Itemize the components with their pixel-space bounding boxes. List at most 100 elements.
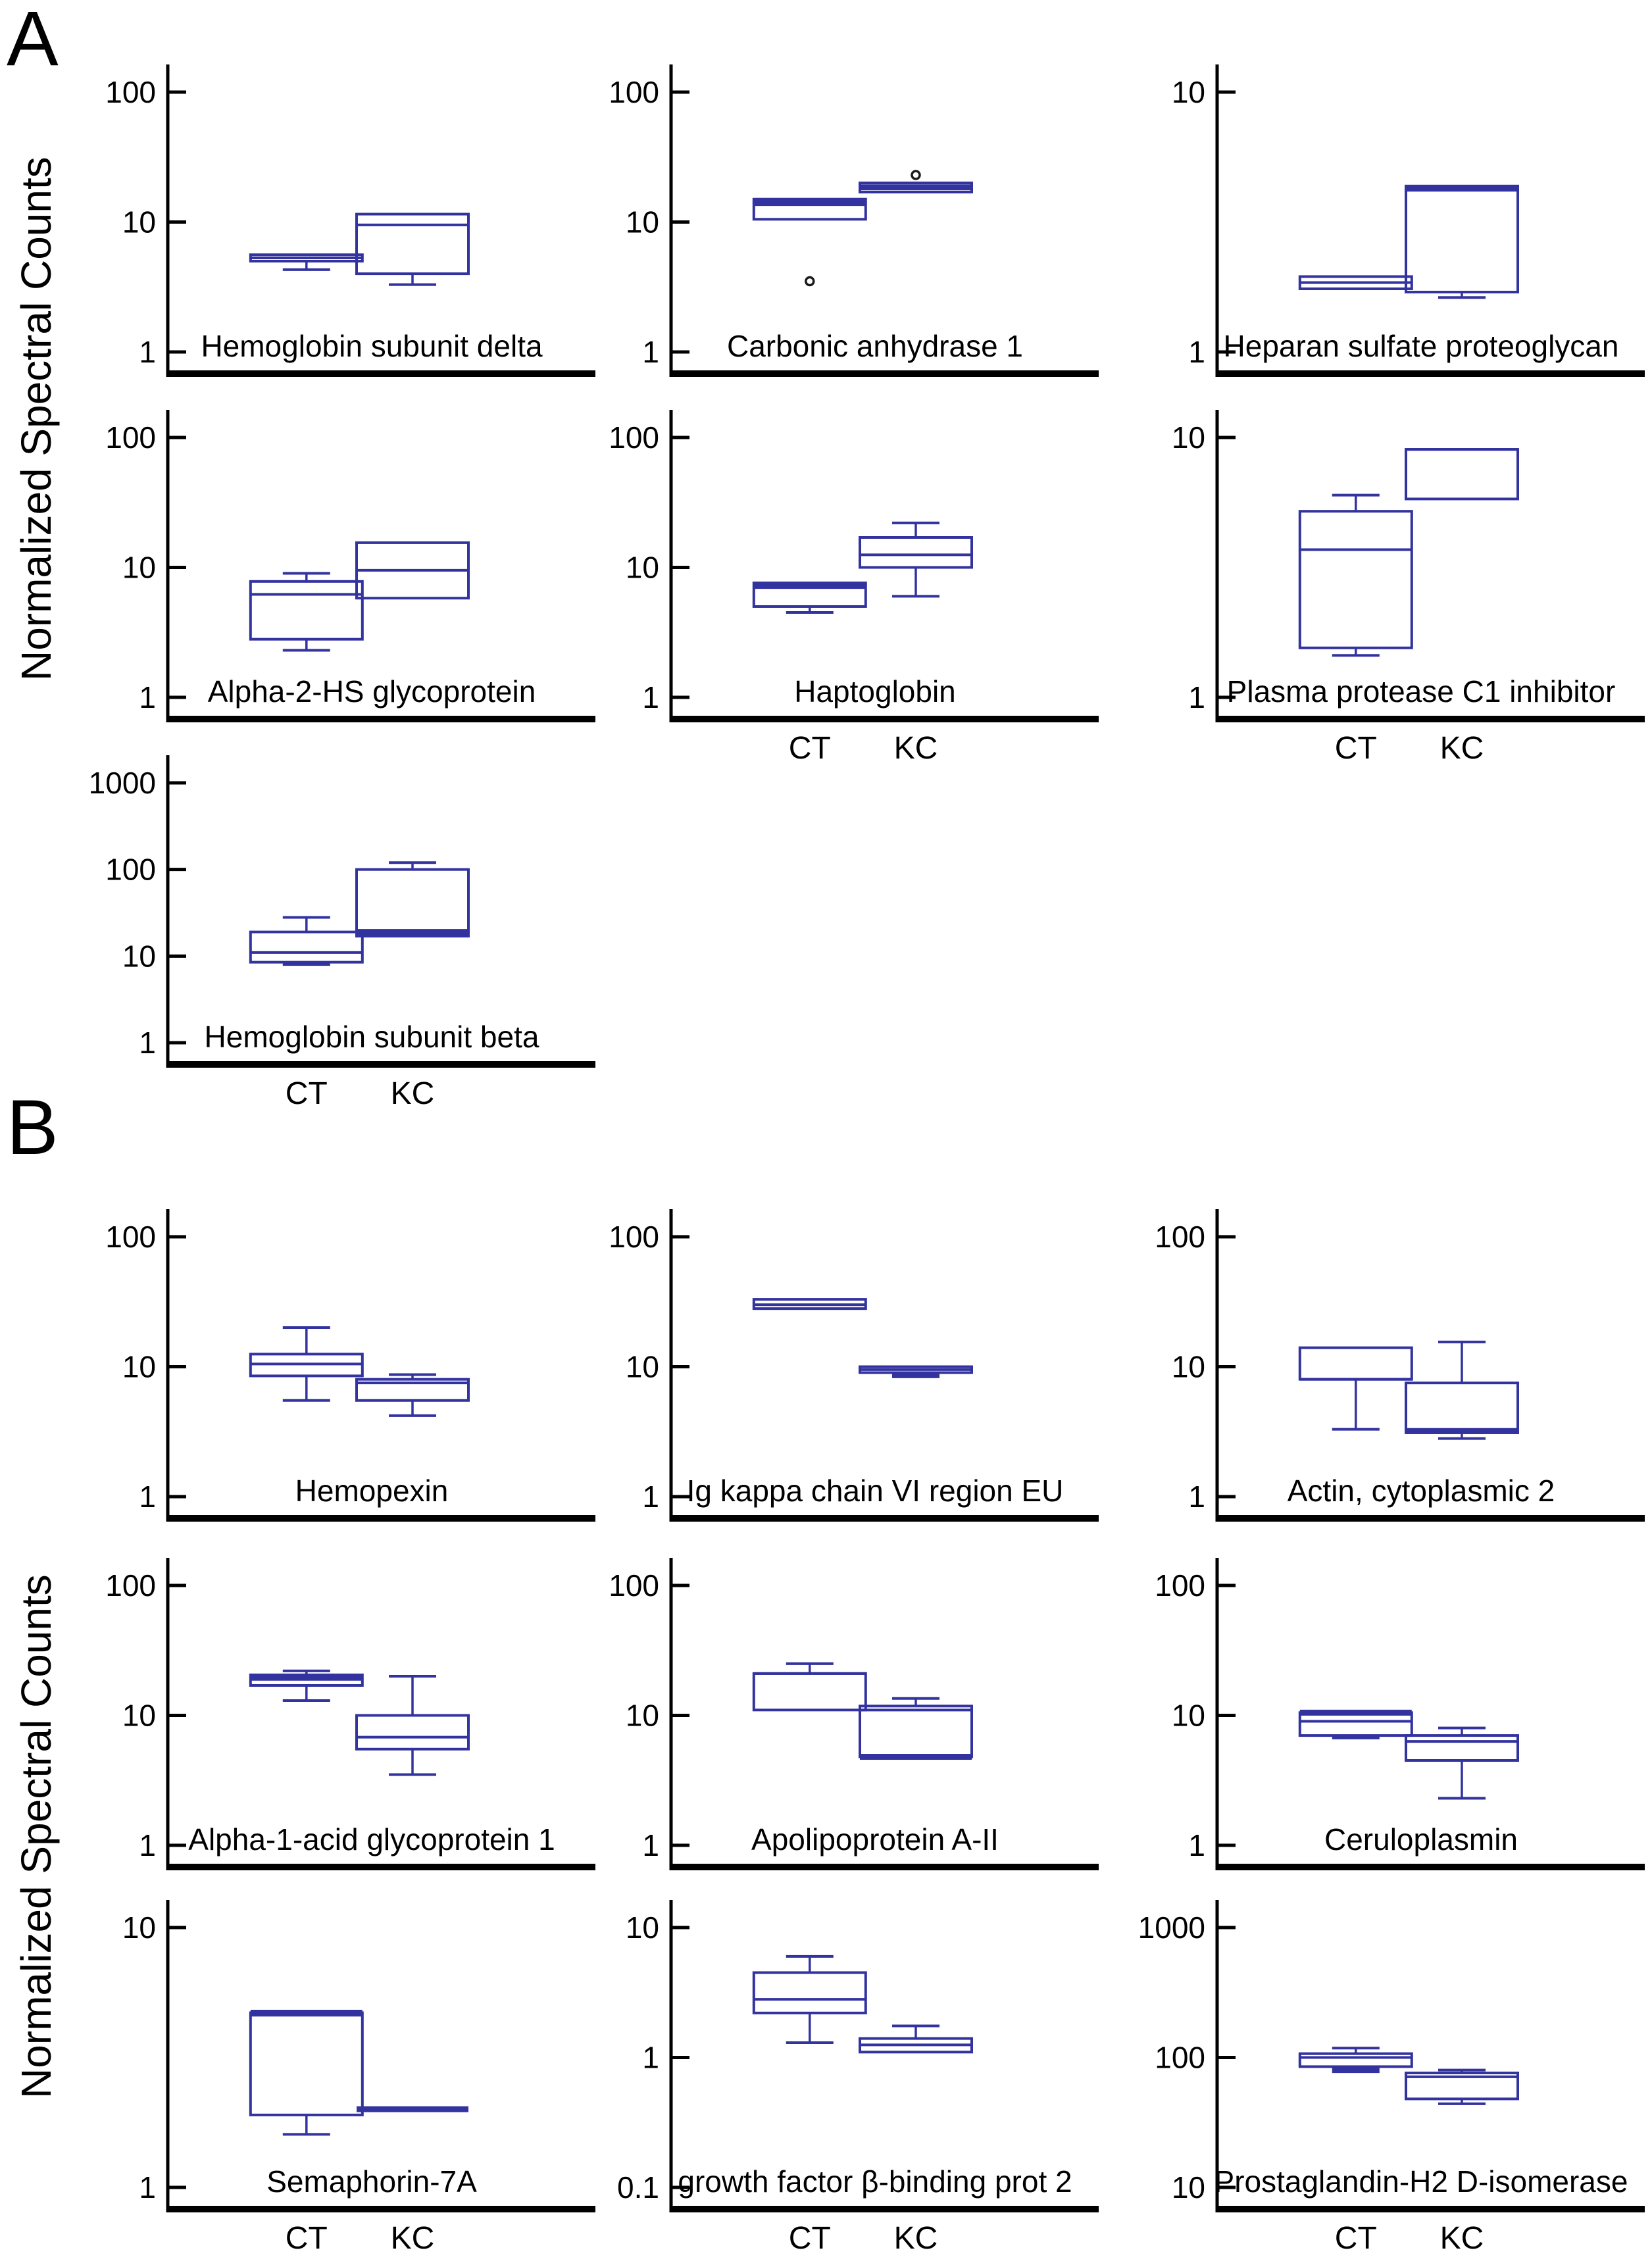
box-rect [249, 580, 364, 641]
box-rect [249, 930, 364, 964]
y-tick-label: 10 [122, 1910, 156, 1945]
subplot-title: Ig kappa chain VI region EU [687, 1474, 1064, 1508]
subplot-title: Plasma protease C1 inhibitor [1227, 674, 1616, 709]
subplot-title: Apolipoprotein A-II [751, 1822, 999, 1856]
subplot-title: Semaphorin-7A [266, 2164, 477, 2199]
box-rect [355, 1714, 470, 1751]
subplot-heparan-sulfate-proteoglycan: 10 1 Heparan sulfate proteoglycan [1105, 59, 1645, 386]
subplot-ig-kappa-chain-vi-region-eu: 100 10 1 Ig kappa chain VI region EU [559, 1204, 1099, 1531]
boxplot-group [1405, 1340, 1519, 1440]
subplot-title: Hemoglobin subunit delta [201, 329, 543, 363]
y-tick-label: 100 [105, 853, 156, 887]
y-tick-label: 10 [122, 1699, 156, 1733]
outlier-point [911, 170, 921, 180]
box-rect [752, 1672, 867, 1712]
subplot-svg-semaphorin-7a: 10 1 Semaphorin-7A CT KC [122, 1900, 595, 2256]
subplot-svg-ceruloplasmin: 100 10 1 Ceruloplasmin [1155, 1558, 1645, 1870]
y-tick-label: 100 [609, 75, 659, 109]
boxplot-group [1298, 275, 1413, 290]
boxplot-group [1405, 184, 1519, 299]
y-tick-label: 1 [139, 335, 156, 369]
y-tick-label: 1 [139, 680, 156, 714]
y-tick-label: 10 [122, 1350, 156, 1384]
boxplot-group [1298, 493, 1413, 657]
y-tick-label: 10 [626, 1910, 659, 1945]
subplot-svg-apolipoprotein-a-ii: 100 10 1 Apolipoprotein A-II [609, 1558, 1099, 1870]
x-group-label-kc: KC [1440, 731, 1484, 766]
box-rect [859, 1705, 973, 1758]
subplot-title: Heparan sulfate proteoglycan [1224, 329, 1619, 363]
subplot-haptoglobin: 100 10 1 Haptoglobin CT KC [559, 405, 1099, 775]
x-group-label-ct: CT [286, 1076, 328, 1111]
boxplot-group [1405, 2068, 1519, 2105]
y-tick-label: 10 [1172, 75, 1205, 109]
panel-b-letter: B [7, 1084, 59, 1171]
boxplot-group [249, 916, 364, 966]
y-tick-label: 1 [139, 1828, 156, 1862]
y-axis-label-panel-b: Normalized Spectral Counts [13, 1574, 60, 2099]
subplot-title: Alpha-1-acid glycoprotein 1 [188, 1822, 555, 1856]
y-tick-label: 10 [122, 939, 156, 973]
y-tick-label: 10 [1172, 1350, 1205, 1384]
boxplot-group [1298, 1709, 1413, 1739]
y-tick-label: 10 [1172, 2170, 1205, 2205]
box-rect [1405, 184, 1519, 293]
x-group-label-ct: CT [789, 731, 831, 766]
subplot-hemoglobin-subunit-delta: 100 10 1 Hemoglobin subunit delta [56, 59, 595, 386]
subplot-svg-actin-cytoplasmic-2: 100 10 1 Actin, cytoplasmic 2 [1155, 1209, 1645, 1522]
y-tick-label: 10 [626, 1350, 659, 1384]
subplot-svg-ig-kappa-chain-vi-region-eu: 100 10 1 Ig kappa chain VI region EU [609, 1209, 1099, 1522]
y-tick-label: 100 [609, 1220, 659, 1254]
y-tick-label: 0.1 [617, 2170, 659, 2205]
boxplot-group [752, 1662, 867, 1712]
y-tick-label: 1 [642, 680, 659, 714]
box-rect [1405, 448, 1519, 501]
boxplot-group [1405, 448, 1519, 501]
x-group-label-kc: KC [391, 2221, 435, 2256]
y-tick-label: 10 [626, 551, 659, 585]
boxplot-group [1405, 1726, 1519, 1800]
box-rect [355, 868, 470, 937]
boxplot-group [859, 170, 973, 193]
boxplot-group [355, 861, 470, 937]
boxplot-group [752, 197, 867, 287]
box-rect [859, 536, 973, 569]
subplot-svg-prostaglandin-h2-d-isomerase: 1000 100 10 Prostaglandin-H2 D-isomerase CT K… [1138, 1900, 1645, 2256]
boxplot-group [859, 1697, 973, 1760]
boxplot-group [752, 582, 867, 614]
y-tick-label: 100 [1155, 2041, 1205, 2075]
boxplot-group [1298, 1346, 1413, 1431]
outlier-point [805, 276, 815, 287]
panel-a-letter: A [7, 0, 59, 82]
box-rect [1298, 1346, 1413, 1381]
boxplot-group [859, 521, 973, 598]
y-tick-label: 100 [105, 420, 156, 455]
y-tick-label: 100 [1155, 1220, 1205, 1254]
box-rect [752, 197, 867, 221]
subplot-svg-haptoglobin: 100 10 1 Haptoglobin CT KC [609, 410, 1099, 766]
x-group-label-ct: CT [789, 2221, 831, 2256]
subplot-alpha-1-acid-glycoprotein-1: 100 10 1 Alpha-1-acid glycoprotein 1 [56, 1553, 595, 1880]
y-tick-label: 1000 [89, 766, 156, 800]
y-tick-label: 1 [642, 1828, 659, 1862]
y-tick-label: 1 [1188, 680, 1205, 714]
subplot-ceruloplasmin: 100 10 1 Ceruloplasmin [1105, 1553, 1645, 1880]
box-rect [752, 1971, 867, 2014]
y-tick-label: 1 [642, 335, 659, 369]
subplot-hemoglobin-subunit-beta: 1000 100 10 1 Hemoglobin subunit beta CT KC [56, 750, 595, 1120]
box-rect [1298, 510, 1413, 649]
boxplot-group [249, 572, 364, 652]
y-tick-label: 100 [105, 75, 156, 109]
subplot-title: Prostaglandin-H2 D-isomerase [1214, 2164, 1628, 2199]
y-tick-label: 10 [122, 205, 156, 239]
subplot-svg-hemopexin: 100 10 1 Hemopexin [105, 1209, 595, 1522]
box-rect [1298, 2052, 1413, 2068]
box-rect [1298, 1711, 1413, 1737]
box-rect [249, 2011, 364, 2116]
subplot-title: Carbonic anhydrase 1 [727, 329, 1023, 363]
subplot-svg-hemoglobin-subunit-delta: 100 10 1 Hemoglobin subunit delta [105, 64, 595, 377]
box-rect [1405, 1734, 1519, 1762]
boxplot-group [249, 1326, 364, 1402]
boxplot-group [249, 253, 364, 271]
